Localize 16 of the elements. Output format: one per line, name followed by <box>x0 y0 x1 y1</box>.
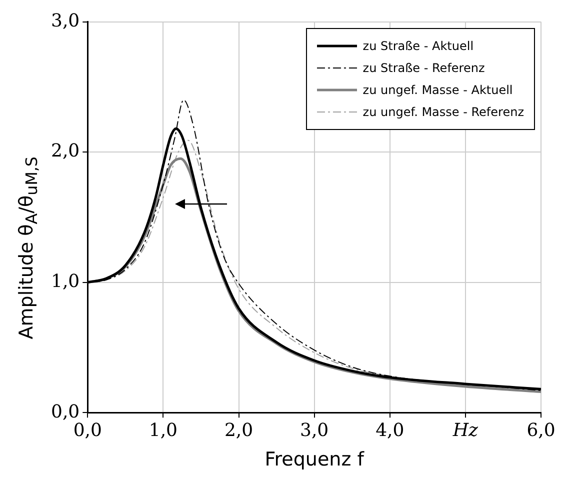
x-tick-label: Hz <box>452 420 479 442</box>
legend-label: zu Straße - Referenz <box>362 60 485 75</box>
legend-label: zu ungef. Masse - Referenz <box>362 104 524 119</box>
x-tick-label: 1,0 <box>148 420 178 442</box>
x-tick-label: 0,0 <box>73 420 102 442</box>
x-tick-label: 4,0 <box>376 420 404 442</box>
legend-label: zu ungef. Masse - Aktuell <box>362 82 513 97</box>
x-tick-label: 3,0 <box>300 420 329 442</box>
y-tick-label: 0,0 <box>50 401 80 422</box>
x-axis-title: Frequenz f <box>264 448 366 471</box>
x-tick-label: 6,0 <box>526 420 556 442</box>
y-tick-label: 2,0 <box>50 140 80 162</box>
y-tick-label: 1,0 <box>50 271 80 292</box>
x-tick-label: 2,0 <box>224 420 254 442</box>
legend-label: zu Straße - Aktuell <box>362 38 474 53</box>
y-tick-label: 3,0 <box>50 10 80 32</box>
